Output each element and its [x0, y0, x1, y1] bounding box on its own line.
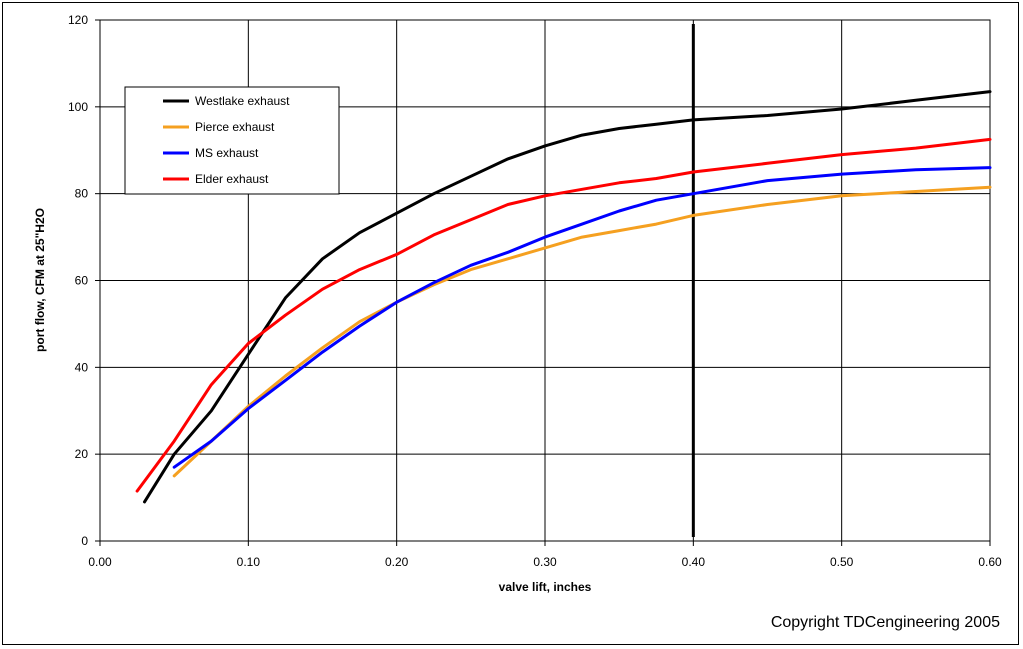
x-tick-label: 0.00	[88, 555, 112, 569]
legend: Westlake exhaust Pierce exhaust MS exhaust…	[124, 86, 340, 195]
y-tick-label: 20	[75, 447, 89, 461]
legend-label-pierce-exhaust: Pierce exhaust	[195, 120, 275, 134]
y-tick-label: 120	[68, 13, 88, 27]
x-tick-label: 0.30	[533, 555, 557, 569]
x-tick-label: 0.60	[978, 555, 1002, 569]
y-tick-label: 0	[81, 534, 88, 548]
x-tick-label: 0.40	[682, 555, 706, 569]
y-tick-label: 40	[75, 360, 89, 374]
legend-label-ms-exhaust: MS exhaust	[195, 146, 259, 160]
legend-label-elder-exhaust: Elder exhaust	[195, 172, 269, 186]
x-axis-title: valve lift, inches	[499, 580, 592, 594]
y-tick-label: 100	[68, 100, 88, 114]
x-tick-label: 0.50	[830, 555, 854, 569]
series-line-westlake-exhaust	[143, 90, 992, 504]
x-tick-label: 0.20	[385, 555, 409, 569]
y-tick-label: 60	[75, 274, 89, 288]
series-line-ms-exhaust	[172, 166, 992, 469]
series-lines	[135, 90, 992, 504]
legend-box	[124, 86, 340, 195]
series-line-elder-exhaust	[135, 137, 992, 493]
y-axis-title: port flow, CFM at 25"H2O	[33, 208, 47, 352]
y-tick-label: 80	[75, 187, 89, 201]
copyright-text: Copyright TDCengineering 2005	[771, 614, 1000, 631]
x-tick-label: 0.10	[237, 555, 261, 569]
legend-label-westlake-exhaust: Westlake exhaust	[195, 94, 290, 108]
series-line-pierce-exhaust	[172, 185, 992, 478]
tick-labels: 0.00 0.10 0.20 0.30 0.40 0.50 0.60 0 20 40 60 80 100…	[68, 13, 1002, 569]
